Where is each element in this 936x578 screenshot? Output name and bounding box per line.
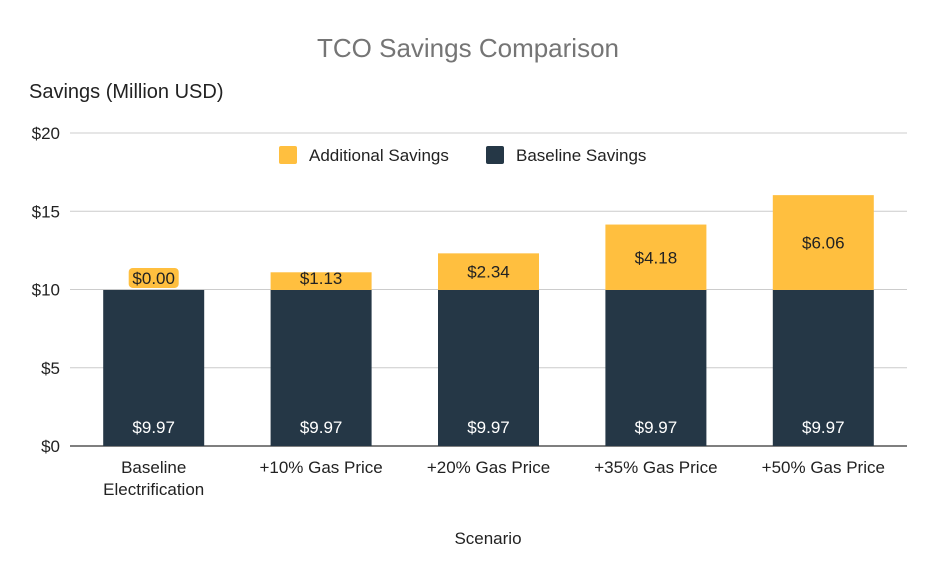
y-axis-ticks: $0 $5 $10 $15 $20 [32,124,60,456]
data-label-baseline: $9.97 [467,418,510,437]
y-tick-label: $5 [41,359,60,378]
bar-baseline-savings [270,289,372,446]
x-tick-label: +35% Gas Price [594,458,717,477]
chart-title: TCO Savings Comparison [317,33,619,63]
bar-additional-savings [605,224,707,290]
data-label-additional: $4.18 [635,248,678,267]
bar-additional-savings [772,195,874,290]
data-label-highlight [128,267,179,288]
legend-label: Baseline Savings [516,146,646,165]
x-tick-label: Baseline [121,458,186,477]
bars [103,195,874,446]
y-tick-label: $10 [32,281,60,300]
y-tick-label: $0 [41,437,60,456]
data-label-additional: $0.00 [132,269,175,288]
y-tick-label: $15 [32,202,60,221]
data-label-baseline: $9.97 [300,418,343,437]
data-label-additional: $2.34 [467,263,510,282]
data-label-baseline: $9.97 [132,418,175,437]
bar-baseline-savings [772,289,874,446]
x-tick-label: Electrification [103,480,204,499]
legend-label: Additional Savings [309,146,449,165]
bar-additional-savings [438,253,539,290]
legend-swatch [486,146,504,164]
legend-swatch [279,146,297,164]
bar-baseline-savings [438,289,539,446]
data-label-baseline: $9.97 [802,418,845,437]
x-axis-label: Scenario [454,529,521,548]
y-tick-label: $20 [32,124,60,143]
bar-additional-savings [270,272,372,290]
legend: Additional Savings Baseline Savings [279,146,646,165]
x-tick-label: +50% Gas Price [762,458,885,477]
x-tick-label: +10% Gas Price [259,458,382,477]
data-label-additional: $1.13 [300,269,343,288]
data-label-baseline: $9.97 [635,418,678,437]
bar-baseline-savings [103,289,205,446]
y-axis-label: Savings (Million USD) [29,81,224,103]
x-tick-label: +20% Gas Price [427,458,550,477]
bar-baseline-savings [605,289,707,446]
data-labels: $9.97 $0.00 $9.97 $1.13 $9.97 $2.34 $9.97 $4.18… [128,234,845,437]
x-axis-ticks: Baseline Electrification +10% Gas Price +20… [103,458,885,499]
data-label-additional: $6.06 [802,234,845,253]
